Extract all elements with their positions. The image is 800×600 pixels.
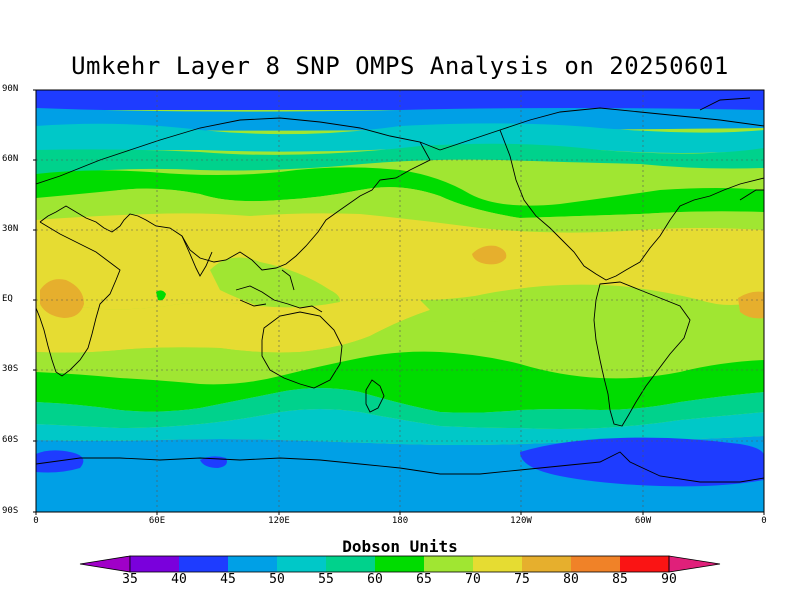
colorbar-swatch-80-85: [571, 556, 620, 572]
colorbar-label: 85: [612, 572, 628, 587]
patch-70-wpac: [210, 257, 340, 315]
band-north-65: [36, 167, 764, 218]
lon-label-120w: 120W: [510, 516, 532, 526]
coast-south-america: [593, 281, 691, 427]
colorbar-label: 35: [122, 572, 138, 587]
coast-antarctica: [36, 451, 764, 483]
patch-45-atlantic: [36, 450, 84, 473]
lat-label-90s: 90S: [2, 506, 19, 516]
colorbar-label: 75: [514, 572, 530, 587]
patch-45-pacific: [520, 437, 764, 487]
colorbar-label: 45: [220, 572, 236, 587]
lon-label-60e: 60E: [148, 516, 166, 526]
colorbar-swatch-85-90: [620, 556, 669, 572]
band-south-65: [36, 351, 764, 413]
colorbar-swatch-75-80: [522, 556, 571, 572]
band-south-60: [36, 388, 764, 429]
lat-label-60n: 60N: [2, 154, 19, 164]
lon-label-0-west: 0: [33, 516, 39, 526]
colorbar-swatch-70-75: [473, 556, 522, 572]
coast-eurasia: [36, 117, 441, 271]
band-north-60: [36, 143, 764, 176]
coastlines: [36, 97, 764, 483]
lat-label-90n: 90N: [2, 84, 19, 94]
colorbar-swatch-45-50: [228, 556, 277, 572]
band-north-70: [36, 187, 764, 233]
lon-label-60w: 60W: [634, 516, 652, 526]
colorbar-swatch-55-60: [326, 556, 375, 572]
colorbar-frame: [129, 555, 670, 573]
colorbar-swatch-50-55: [277, 556, 326, 572]
patch-80-pacific: [472, 245, 507, 265]
colorbar-high-arrow: [668, 555, 721, 573]
patch-65-indian: [156, 290, 166, 301]
lat-label-eq: EQ: [2, 294, 13, 304]
colorbar-swatch-60-65: [375, 556, 424, 572]
colorbar-label: 40: [171, 572, 187, 587]
lon-label-0-east: 0: [761, 516, 767, 526]
lat-label-30s: 30S: [2, 364, 19, 374]
colorbar-label: 90: [661, 572, 677, 587]
coast-north-america: [439, 107, 764, 281]
colorbar-title: Dobson Units: [342, 537, 458, 556]
colorbar-label: 60: [367, 572, 383, 587]
colorbar-swatch-65-70: [424, 556, 473, 572]
colorbar-label: 55: [318, 572, 334, 587]
colorbar: [79, 555, 721, 573]
coast-africa: [36, 221, 121, 377]
map-title: Umkehr Layer 8 SNP OMPS Analysis on 2025…: [71, 52, 729, 80]
lon-label-180: 180: [391, 516, 409, 526]
colorbar-swatch-40-45: [179, 556, 228, 572]
graticule: [36, 90, 764, 512]
patch-80-africa: [40, 279, 84, 318]
colorbar-label: 70: [465, 572, 481, 587]
colorbar-label: 65: [416, 572, 432, 587]
axis-ticks: [33, 89, 765, 515]
band-north-50: [36, 108, 764, 131]
coast-australia: [261, 311, 343, 389]
colorbar-label: 80: [563, 572, 579, 587]
band-south-70: [36, 310, 764, 385]
patch-80-atlantic: [738, 291, 764, 319]
colorbar-swatch-35-40: [130, 556, 179, 572]
lat-label-30n: 30N: [2, 224, 19, 234]
lon-label-120e: 120E: [268, 516, 290, 526]
coast-new-zealand: [365, 379, 385, 413]
coast-indonesia: [235, 269, 323, 313]
coast-india: [181, 235, 213, 277]
lat-label-60s: 60S: [2, 435, 19, 445]
coast-arctic-islands: [699, 97, 764, 201]
band-south-75: [36, 298, 430, 353]
colorbar-label: 50: [269, 572, 285, 587]
colorbar-low-arrow: [79, 555, 131, 573]
